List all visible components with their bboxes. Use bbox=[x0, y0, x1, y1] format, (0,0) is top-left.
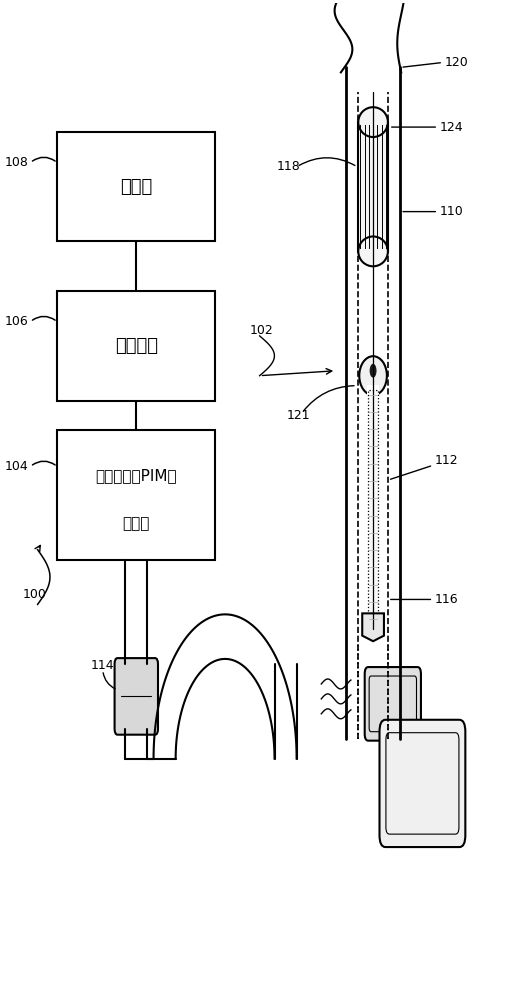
Polygon shape bbox=[362, 613, 384, 641]
Ellipse shape bbox=[358, 236, 388, 266]
Text: 104: 104 bbox=[5, 460, 29, 473]
Ellipse shape bbox=[357, 343, 390, 409]
Bar bbox=[357, 116, 389, 257]
Text: 110: 110 bbox=[439, 205, 464, 218]
Text: 114: 114 bbox=[90, 659, 114, 672]
Bar bbox=[58, 132, 215, 241]
Ellipse shape bbox=[358, 107, 388, 137]
Text: 监视器: 监视器 bbox=[120, 178, 153, 196]
Text: 108: 108 bbox=[5, 156, 29, 169]
Bar bbox=[358, 122, 388, 251]
Ellipse shape bbox=[370, 364, 377, 378]
Text: 102: 102 bbox=[250, 324, 273, 337]
Text: 121: 121 bbox=[287, 409, 310, 422]
Bar bbox=[368, 390, 378, 624]
FancyBboxPatch shape bbox=[365, 667, 421, 741]
Text: 患者接口（PIM）: 患者接口（PIM） bbox=[96, 468, 177, 483]
Text: 100: 100 bbox=[23, 588, 47, 601]
Text: 112: 112 bbox=[435, 454, 458, 467]
Text: 处理系统: 处理系统 bbox=[115, 337, 158, 355]
Text: 120: 120 bbox=[445, 56, 468, 69]
Bar bbox=[58, 291, 215, 401]
Bar bbox=[367, 385, 379, 629]
Text: 118: 118 bbox=[277, 160, 301, 173]
FancyBboxPatch shape bbox=[115, 658, 158, 735]
Bar bbox=[58, 430, 215, 560]
FancyBboxPatch shape bbox=[379, 720, 465, 847]
Text: 监视器: 监视器 bbox=[123, 516, 150, 531]
Ellipse shape bbox=[359, 356, 387, 395]
Text: 116: 116 bbox=[435, 593, 458, 606]
Text: 106: 106 bbox=[5, 315, 29, 328]
Text: 124: 124 bbox=[439, 121, 463, 134]
